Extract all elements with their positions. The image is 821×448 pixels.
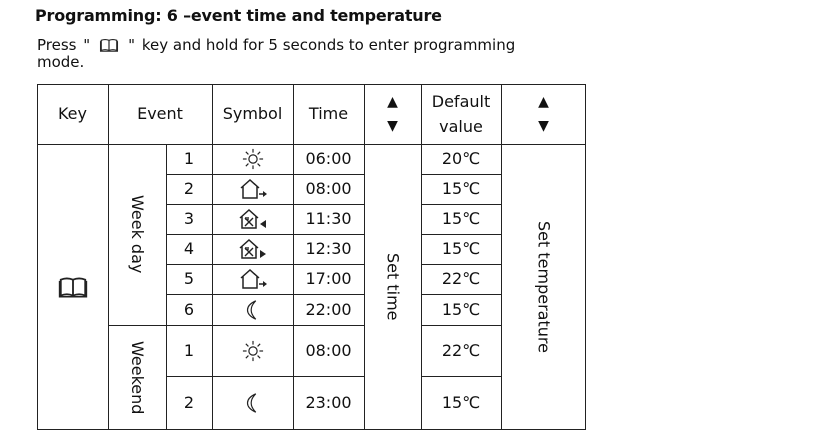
- house-lunch-return-icon: [238, 237, 268, 261]
- arrow-down-icon: ▼: [387, 118, 398, 134]
- header-temp-arrows: ▲ ▼: [501, 84, 586, 144]
- default-temperature: 20℃: [441, 149, 481, 168]
- header-default-line1: Default: [431, 92, 491, 111]
- symbol-cell: [212, 264, 293, 294]
- default-temperature: 22℃: [441, 269, 481, 288]
- event-number: 1: [183, 340, 195, 360]
- header-time-arrows: ▲ ▼: [364, 84, 421, 144]
- set-temperature-cell: Set temperature: [501, 144, 586, 430]
- moon-icon: [242, 392, 264, 414]
- book-icon: [98, 38, 120, 52]
- default-temperature: 15℃: [441, 393, 481, 412]
- key-cell: [37, 144, 108, 430]
- event-number: 6: [183, 299, 195, 319]
- sun-icon: [242, 340, 264, 362]
- event-time: 06:00: [305, 149, 352, 168]
- default-temperature: 15℃: [441, 239, 481, 258]
- default-temperature: 15℃: [441, 209, 481, 228]
- header-key: Key: [57, 104, 87, 123]
- symbol-cell: [212, 234, 293, 264]
- intro-press: Press: [37, 36, 77, 54]
- page-title: Programming: 6 –event time and temperatu…: [35, 6, 442, 25]
- symbol-cell: [212, 144, 293, 174]
- programming-table: Key Event Symbol Time ▲ ▼ Default value …: [37, 84, 586, 430]
- intro-line-2: mode.: [37, 53, 85, 71]
- event-number: 1: [183, 149, 195, 168]
- house-lunch-leave-icon: [238, 207, 268, 231]
- group-weekend: Weekend: [108, 325, 166, 430]
- group-weekday-label: Week day: [128, 195, 147, 274]
- event-time: 11:30: [305, 209, 352, 228]
- event-number: 2: [183, 179, 195, 198]
- book-icon: [58, 276, 88, 298]
- group-weekday: Week day: [108, 144, 166, 325]
- event-time: 23:00: [305, 393, 352, 412]
- event-number: 5: [183, 269, 195, 288]
- symbol-cell: [212, 294, 293, 325]
- set-temperature-label: Set temperature: [534, 221, 554, 353]
- intro-quote-close: ": [128, 36, 136, 54]
- intro-text: Press " " key and hold for 5 seconds to e…: [37, 37, 537, 71]
- default-temperature: 22℃: [441, 340, 481, 360]
- event-time: 08:00: [305, 179, 352, 198]
- sun-icon: [242, 148, 264, 170]
- header-default-value: Default value: [421, 84, 501, 144]
- house-leave-icon: [238, 267, 268, 291]
- header-time: Time: [308, 104, 349, 123]
- event-number: 4: [183, 239, 195, 258]
- event-time: 22:00: [305, 299, 352, 319]
- symbol-cell: [212, 376, 293, 430]
- intro-quote-open: ": [83, 36, 91, 54]
- header-symbol: Symbol: [222, 104, 283, 123]
- event-time: 17:00: [305, 269, 352, 288]
- symbol-cell: [212, 204, 293, 234]
- arrow-up-icon: ▲: [387, 94, 398, 110]
- arrow-up-icon: ▲: [538, 94, 549, 110]
- header-default-line2: value: [439, 117, 483, 136]
- intro-rest: key and hold for 5 seconds to enter prog…: [141, 36, 516, 54]
- event-number: 3: [183, 209, 195, 228]
- set-time-cell: Set time: [364, 144, 421, 430]
- event-number: 2: [183, 393, 195, 412]
- moon-icon: [242, 299, 264, 321]
- event-time: 08:00: [305, 340, 352, 360]
- event-time: 12:30: [305, 239, 352, 258]
- default-temperature: 15℃: [441, 299, 481, 319]
- house-leave-icon: [238, 177, 268, 201]
- symbol-cell: [212, 325, 293, 376]
- symbol-cell: [212, 174, 293, 204]
- arrow-down-icon: ▼: [538, 118, 549, 134]
- intro-line-1: Press " " key and hold for 5 seconds to e…: [37, 37, 537, 54]
- default-temperature: 15℃: [441, 179, 481, 198]
- set-time-label: Set time: [383, 253, 403, 321]
- header-event: Event: [137, 104, 183, 123]
- group-weekend-label: Weekend: [128, 340, 147, 415]
